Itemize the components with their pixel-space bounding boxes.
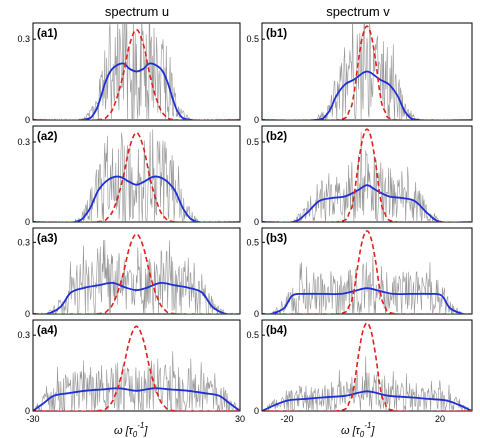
y-tick-label-b1-1: 0.5 (246, 34, 259, 44)
x-tick-right-max: 20 (435, 414, 445, 424)
panel-frame-a2 (32, 125, 241, 223)
x-axis-label-right: ω [τ0-1] (341, 421, 375, 438)
panel-plot-a2 (33, 129, 240, 222)
x-tick-right-min: -20 (280, 414, 293, 424)
y-tick-label-a2-0: 0 (25, 217, 30, 227)
left-column-title: spectrum u (105, 4, 169, 19)
y-tick-label-a4-1: 0.3 (17, 330, 30, 340)
y-tick-label-b4-0: 0 (254, 406, 259, 416)
panel-label-b3: (b3) (266, 233, 287, 245)
smooth-curve-a3 (33, 281, 240, 314)
dashed-curve-b2 (262, 128, 472, 222)
smooth-curve-a1 (33, 62, 240, 120)
panel-frame-a3 (32, 227, 241, 315)
panel-plot-b1 (262, 23, 472, 120)
y-tick-label-a4-0: 0 (25, 406, 30, 416)
noisy-trace-a3 (33, 239, 240, 314)
noisy-trace-b2 (262, 131, 472, 222)
y-tick-label-a2-1: 0.3 (17, 137, 30, 147)
y-tick-label-b3-0: 0 (254, 309, 259, 319)
x-tick-left-max: 30 (235, 414, 245, 424)
panel-plot-b3 (262, 230, 472, 314)
y-tick-label-a3-1: 0.3 (17, 237, 30, 247)
smooth-curve-b1 (262, 70, 472, 120)
dashed-curve-b4 (262, 322, 472, 411)
y-tick-label-b2-1: 0.5 (246, 137, 259, 147)
y-tick-label-b3-1: 0.5 (246, 237, 259, 247)
right-column-title: spectrum v (326, 4, 390, 19)
panel-frame-b2 (261, 125, 473, 223)
panel-plot-a1 (33, 23, 240, 120)
noisy-trace-b4 (262, 356, 472, 411)
panel-label-b4: (b4) (266, 325, 287, 337)
smooth-curve-a2 (33, 175, 240, 222)
panel-label-a4: (a4) (37, 325, 58, 337)
x-axis-label-left: ω [τ0-1] (114, 421, 148, 438)
y-tick-label-a1-1: 0.3 (17, 34, 30, 44)
y-tick-label-a1-0: 0 (25, 115, 30, 125)
smooth-curve-b3 (262, 287, 472, 314)
panel-label-b2: (b2) (266, 131, 287, 143)
dashed-curve-b3 (262, 230, 472, 314)
panel-label-b1: (b1) (266, 28, 287, 40)
panel-plot-b4 (262, 322, 472, 411)
smooth-curve-b2 (262, 184, 472, 222)
panel-plot-a3 (33, 233, 240, 314)
y-tick-label-b2-0: 0 (254, 217, 259, 227)
dashed-curve-a2 (33, 131, 240, 222)
smooth-curve-a4 (33, 387, 240, 411)
y-tick-label-b4-1: 0.5 (246, 330, 259, 340)
smooth-curve-b4 (262, 390, 472, 411)
dashed-curve-b1 (262, 25, 472, 120)
y-tick-label-b1-0: 0 (254, 115, 259, 125)
panel-label-a3: (a3) (37, 233, 58, 245)
x-tick-left-min: -30 (26, 414, 39, 424)
dashed-curve-a1 (33, 28, 240, 120)
dashed-curve-a4 (33, 325, 240, 411)
panel-grid: 0 0.3 (a1) 0 0.5 (b1) 0 0.3 (a2) 0 0.5 (b2) 0 0.3 (a3)… (17, 22, 473, 416)
panel-label-a2: (a2) (37, 131, 58, 143)
panel-plot-b2 (262, 128, 472, 222)
panel-label-a1: (a1) (37, 28, 58, 40)
panel-plot-a4 (33, 325, 240, 411)
y-tick-label-a3-0: 0 (25, 309, 30, 319)
